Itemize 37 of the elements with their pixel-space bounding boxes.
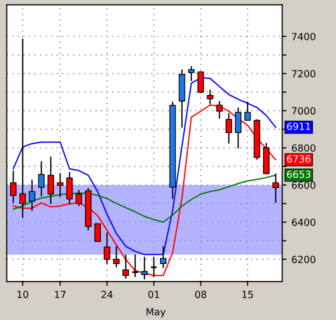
candlestick — [272, 173, 279, 204]
y-tick-label: 6800 — [292, 144, 316, 152]
candlestick — [94, 223, 101, 242]
line-series — [12, 174, 276, 223]
candlestick — [226, 112, 232, 144]
x-tick-label: 01 — [148, 290, 160, 298]
y-tick-label: 7200 — [292, 70, 316, 78]
text: May — [146, 308, 166, 318]
candlestick — [113, 246, 120, 268]
x-tick-label: 15 — [242, 290, 253, 298]
candlestick — [38, 160, 45, 197]
candlestick — [104, 232, 110, 265]
data-label: 6736 — [287, 155, 311, 163]
candlestick — [56, 172, 64, 198]
candlestick — [28, 179, 36, 212]
line-series — [12, 104, 276, 276]
candlestick — [10, 170, 17, 204]
x-tick-label: 24 — [102, 290, 113, 298]
candlestick — [197, 70, 204, 94]
line-series — [12, 77, 276, 256]
data-label: 6653 — [287, 170, 310, 178]
candlestick — [234, 106, 242, 150]
x-tick-label: 08 — [195, 290, 206, 298]
data-label: 6911 — [287, 122, 310, 130]
candlestick — [188, 65, 195, 82]
candlestick — [66, 171, 73, 205]
y-tick-label: 6400 — [292, 218, 316, 226]
y-tick-label: 6600 — [292, 181, 316, 189]
y-tick-label: 6200 — [292, 256, 316, 264]
candlestick — [244, 100, 251, 121]
y-tick-label: 7000 — [292, 107, 316, 115]
x-tick-label: 10 — [18, 290, 28, 298]
candlestick — [48, 156, 54, 204]
candlestick — [160, 246, 166, 269]
y-tick-label: 7400 — [292, 32, 316, 40]
x-tick-label: 17 — [55, 290, 66, 298]
candlestick — [76, 189, 82, 207]
